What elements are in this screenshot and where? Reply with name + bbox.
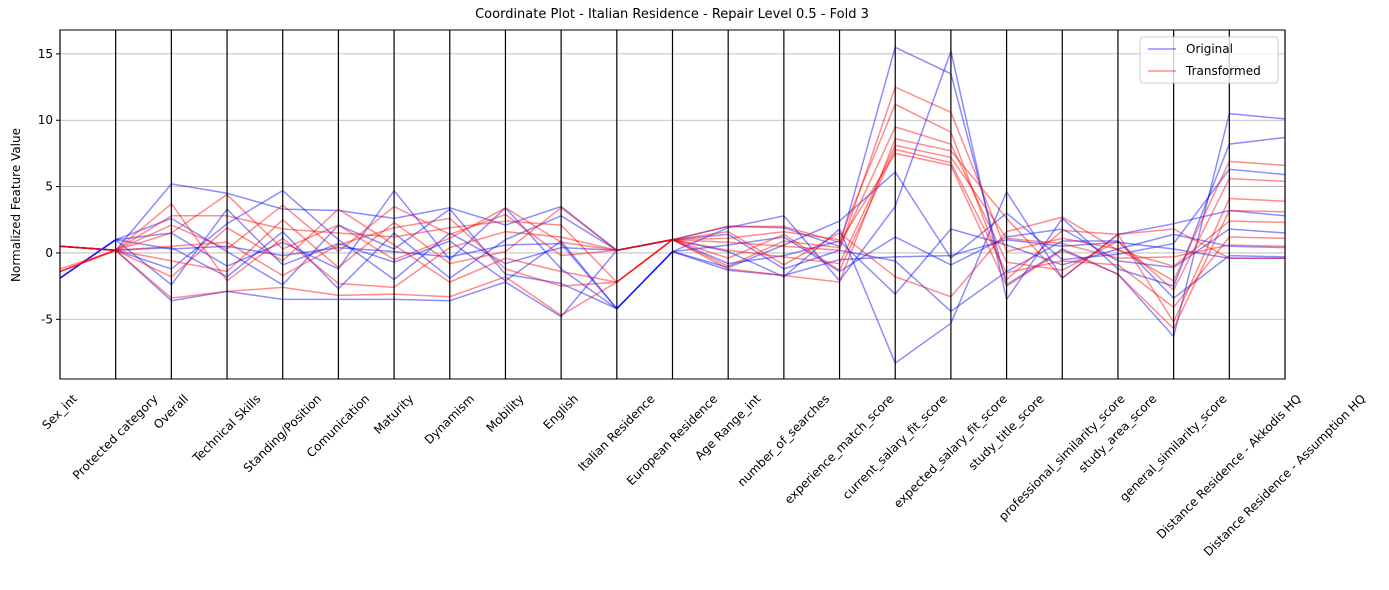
y-tick-label: 0 — [45, 246, 53, 260]
x-tick-label: current_salary_fit_score — [840, 392, 950, 502]
x-tick-label: English — [541, 392, 582, 433]
x-tick-label: professional_similarity_score — [996, 392, 1128, 524]
y-tick-label: -5 — [41, 312, 53, 326]
legend-label: Transformed — [1185, 64, 1261, 78]
legend-box — [1139, 36, 1279, 84]
x-tick-label: Overall — [151, 392, 191, 432]
x-tick-label: Dynamism — [422, 392, 477, 447]
x-tick-label: experience_match_score — [782, 392, 897, 507]
x-tick-label: Distance Residence - Akkodis HQ — [1154, 392, 1304, 542]
x-tick-label: Mobility — [483, 392, 526, 435]
y-tick-label: 10 — [38, 113, 53, 127]
legend-label: Original — [1186, 42, 1233, 56]
x-tick-label: Sex_int — [39, 391, 80, 432]
y-tick-label: 5 — [45, 180, 53, 194]
plot-frame — [59, 29, 1286, 380]
chart-title: Coordinate Plot - Italian Residence - Re… — [475, 7, 869, 22]
y-axis-label: Normalized Feature Value — [9, 128, 23, 282]
x-tick-label: Maturity — [371, 392, 416, 437]
legend: Original Transformed — [1139, 36, 1279, 84]
y-tick-label: 15 — [38, 47, 53, 61]
x-tick-label: Protected category — [70, 392, 161, 483]
